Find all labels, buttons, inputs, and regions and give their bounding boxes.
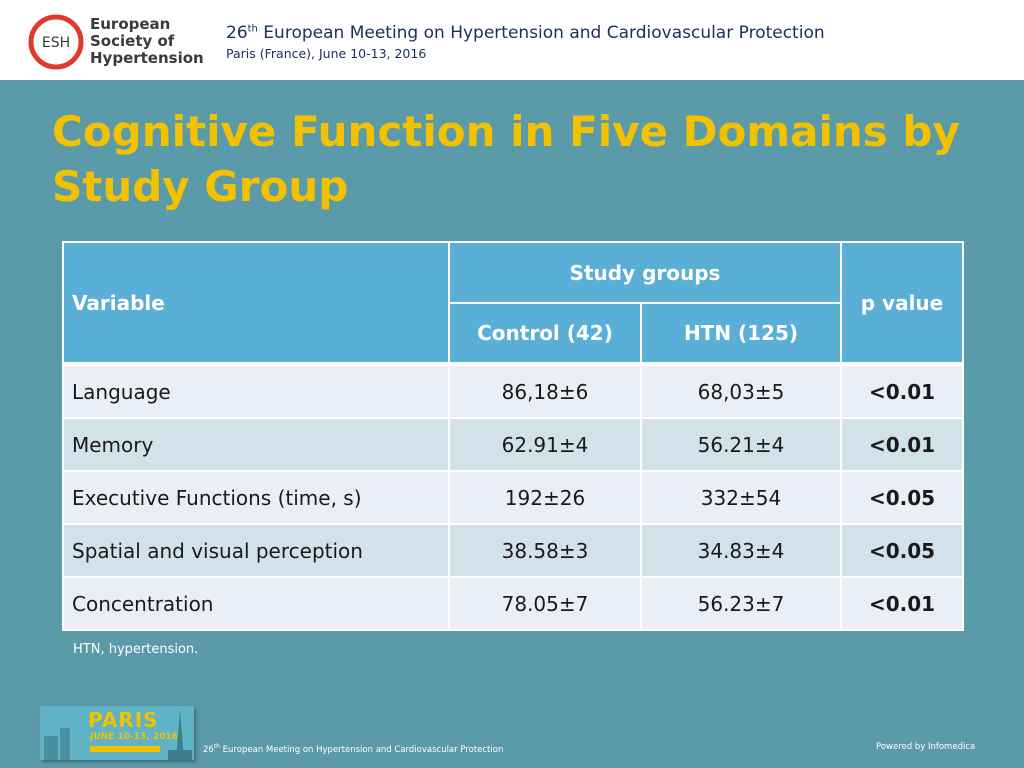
meeting-title: 26th European Meeting on Hypertension an… <box>226 23 825 43</box>
powered-by: Powered by Infomedica <box>876 742 976 752</box>
meeting-location-date: Paris (France), June 10-13, 2016 <box>226 46 427 61</box>
cell-variable: Executive Functions (time, s) <box>62 470 450 525</box>
header-study-groups: Study groups <box>448 241 842 304</box>
cell-variable: Concentration <box>62 576 450 631</box>
esh-logo-icon: ESH <box>28 14 84 70</box>
table-row: Language 86,18±6 68,03±5 <0.01 <box>62 362 964 419</box>
cell-p-value: <0.05 <box>840 523 964 578</box>
footer-meeting-title: 26th European Meeting on Hypertension an… <box>203 743 504 755</box>
header-htn: HTN (125) <box>640 302 842 365</box>
table-row: Concentration 78.05±7 56.23±7 <0.01 <box>62 576 964 631</box>
cell-control: 78.05±7 <box>448 576 642 631</box>
table-row: Executive Functions (time, s) 192±26 332… <box>62 470 964 525</box>
cell-htn: 332±54 <box>640 470 842 525</box>
cell-variable: Memory <box>62 417 450 472</box>
logo-line-2: Society of <box>90 32 175 50</box>
cell-variable: Language <box>62 362 450 419</box>
cell-control: 86,18±6 <box>448 362 642 419</box>
header-p-value: p value <box>840 241 964 365</box>
svg-text:ESH: ESH <box>42 35 70 51</box>
cell-htn: 34.83±4 <box>640 523 842 578</box>
cell-p-value: <0.01 <box>840 417 964 472</box>
header-bar: ESH European Society of Hypertension 26t… <box>0 0 1024 80</box>
paris-bar <box>90 746 160 752</box>
results-table: Variable Study groups p value Control (4… <box>62 241 964 631</box>
logo-line-3: Hypertension <box>90 49 204 67</box>
slide-title: Cognitive Function in Five Domains by St… <box>52 107 960 211</box>
cell-p-value: <0.05 <box>840 470 964 525</box>
cell-p-value: <0.01 <box>840 576 964 631</box>
paris-dates: JUNE 10-13, 2016 <box>90 732 178 742</box>
table-footnote: HTN, hypertension. <box>73 642 199 657</box>
table-row: Spatial and visual perception 38.58±3 34… <box>62 523 964 578</box>
cell-p-value: <0.01 <box>840 362 964 419</box>
header-control: Control (42) <box>448 302 642 365</box>
header-variable: Variable <box>62 241 450 365</box>
logo-org-name: European Society of Hypertension <box>90 16 204 67</box>
paris-word: PARIS <box>88 708 159 732</box>
paris-banner-image: PARIS JUNE 10-13, 2016 <box>40 706 194 760</box>
cell-htn: 68,03±5 <box>640 362 842 419</box>
table-row: Memory 62.91±4 56.21±4 <0.01 <box>62 417 964 472</box>
cell-htn: 56.21±4 <box>640 417 842 472</box>
cell-variable: Spatial and visual perception <box>62 523 450 578</box>
cell-control: 192±26 <box>448 470 642 525</box>
cell-control: 38.58±3 <box>448 523 642 578</box>
cell-htn: 56.23±7 <box>640 576 842 631</box>
logo-line-1: European <box>90 15 171 33</box>
cell-control: 62.91±4 <box>448 417 642 472</box>
